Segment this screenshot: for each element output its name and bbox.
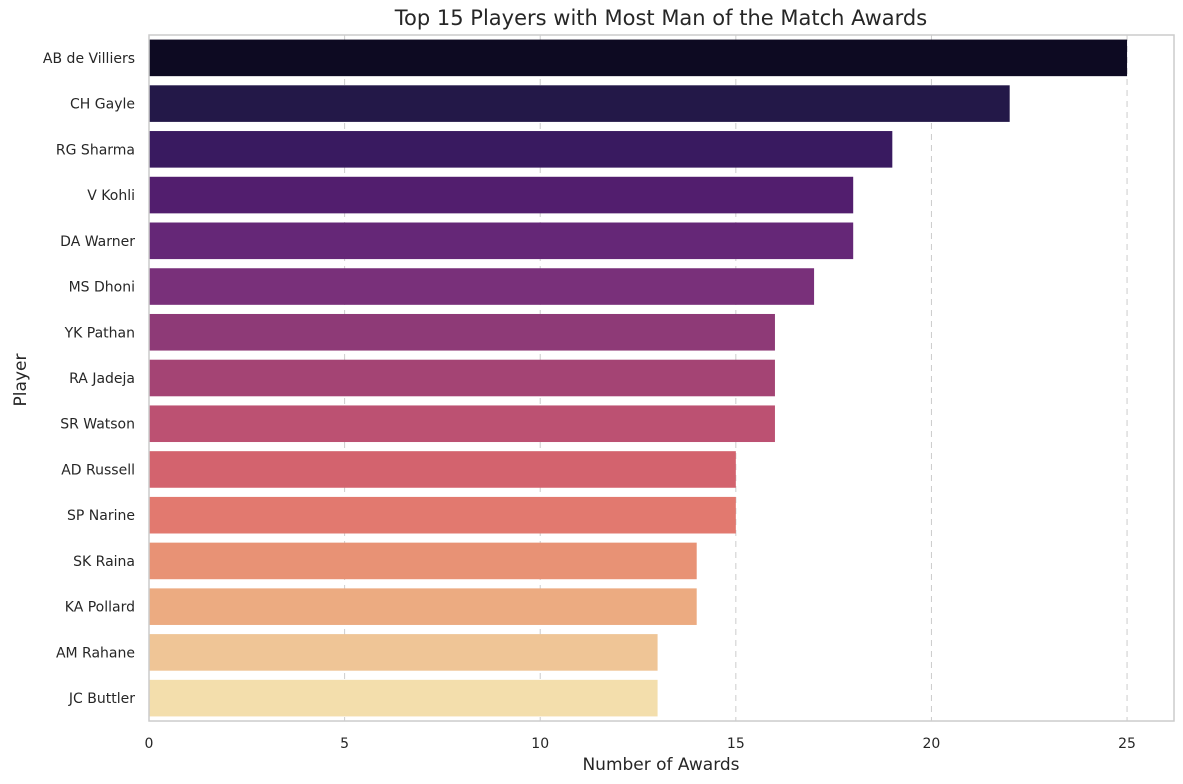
x-tick-label: 25 <box>1118 736 1136 752</box>
bar <box>149 131 893 168</box>
bar <box>149 451 736 488</box>
y-tick-label: SP Narine <box>67 508 135 524</box>
y-tick-label: CH Gayle <box>70 97 135 113</box>
y-tick-label: V Kohli <box>87 188 135 204</box>
y-tick-label: AM Rahane <box>56 645 135 661</box>
y-axis-label: Player <box>11 354 31 407</box>
x-tick-label: 5 <box>340 736 349 752</box>
x-tick-label: 10 <box>531 736 549 752</box>
y-tick-label: MS Dhoni <box>69 280 135 296</box>
y-tick-label: SK Raina <box>73 554 135 570</box>
bar <box>149 176 854 214</box>
x-tick-label: 15 <box>727 736 745 752</box>
x-axis-ticks: 0 5 10 15 20 25 <box>145 736 1136 752</box>
y-tick-label: RA Jadeja <box>69 371 135 387</box>
chart-title: Top 15 Players with Most Man of the Matc… <box>394 6 927 30</box>
bar <box>149 313 775 351</box>
y-tick-label: YK Pathan <box>64 325 135 341</box>
bar <box>149 405 775 443</box>
bar <box>149 85 1010 122</box>
y-tick-label: AD Russell <box>61 462 135 478</box>
bar <box>149 222 854 260</box>
y-axis-ticks: AB de Villiers CH Gayle RG Sharma V Kohli DA… <box>43 51 135 707</box>
plot-area-frame <box>148 34 1175 722</box>
y-tick-label: JC Buttler <box>68 691 135 707</box>
bar <box>149 634 658 671</box>
bar <box>149 679 658 717</box>
bar <box>149 359 775 397</box>
y-tick-label: SR Watson <box>60 417 135 433</box>
y-tick-label: RG Sharma <box>56 142 135 158</box>
bar <box>149 542 697 580</box>
y-tick-label: AB de Villiers <box>43 51 135 67</box>
x-axis-label: Number of Awards <box>582 755 739 775</box>
bar <box>149 39 1128 77</box>
y-tick-label: DA Warner <box>60 234 135 250</box>
x-tick-label: 0 <box>145 736 154 752</box>
bar <box>149 496 736 534</box>
x-tick-label: 20 <box>923 736 941 752</box>
bar <box>149 588 697 625</box>
bar <box>149 268 815 305</box>
y-tick-label: KA Pollard <box>65 600 135 616</box>
bars <box>149 39 1128 717</box>
